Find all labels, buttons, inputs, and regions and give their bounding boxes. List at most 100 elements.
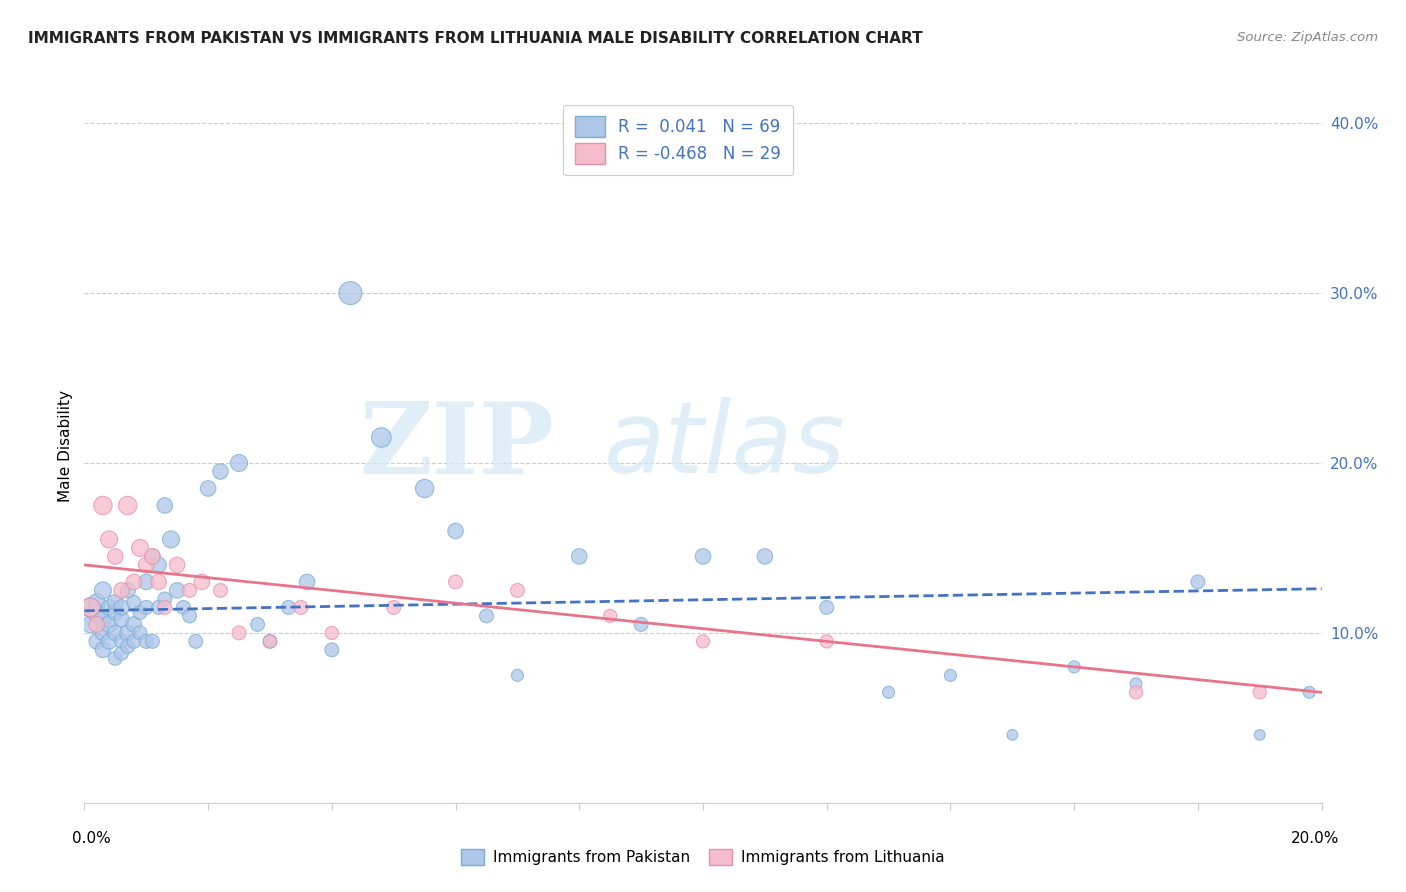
Point <box>110 612 132 626</box>
Point <box>444 524 467 538</box>
Point <box>148 558 170 572</box>
Point <box>117 583 139 598</box>
Point <box>98 634 121 648</box>
Point <box>86 634 108 648</box>
Point <box>141 549 163 564</box>
Point <box>815 634 838 648</box>
Point <box>98 617 121 632</box>
Point <box>179 583 201 598</box>
Point <box>153 600 176 615</box>
Point <box>122 634 145 648</box>
Point <box>1125 677 1147 691</box>
Point <box>160 533 183 547</box>
Point <box>1063 660 1085 674</box>
Text: ZIP: ZIP <box>360 398 554 494</box>
Point <box>339 286 361 301</box>
Text: 20.0%: 20.0% <box>1291 831 1339 846</box>
Point <box>166 583 188 598</box>
Point <box>1001 728 1024 742</box>
Point <box>191 574 214 589</box>
Point <box>1249 728 1271 742</box>
Point <box>79 617 101 632</box>
Point <box>939 668 962 682</box>
Point <box>1125 685 1147 699</box>
Point <box>117 499 139 513</box>
Point <box>184 634 207 648</box>
Point <box>599 608 621 623</box>
Point <box>91 643 114 657</box>
Point <box>135 634 157 648</box>
Point <box>117 626 139 640</box>
Text: IMMIGRANTS FROM PAKISTAN VS IMMIGRANTS FROM LITHUANIA MALE DISABILITY CORRELATIO: IMMIGRANTS FROM PAKISTAN VS IMMIGRANTS F… <box>28 31 922 46</box>
Point <box>290 600 312 615</box>
Point <box>135 574 157 589</box>
Point <box>506 583 529 598</box>
Point <box>135 558 157 572</box>
Point <box>104 549 127 564</box>
Point <box>98 600 121 615</box>
Point <box>246 617 269 632</box>
Y-axis label: Male Disability: Male Disability <box>58 390 73 502</box>
Legend: R =  0.041   N = 69, R = -0.468   N = 29: R = 0.041 N = 69, R = -0.468 N = 29 <box>564 104 793 176</box>
Point <box>122 574 145 589</box>
Point <box>141 549 163 564</box>
Point <box>91 583 114 598</box>
Point <box>91 612 114 626</box>
Point <box>110 634 132 648</box>
Text: Source: ZipAtlas.com: Source: ZipAtlas.com <box>1237 31 1378 45</box>
Text: atlas: atlas <box>605 398 845 494</box>
Text: 0.0%: 0.0% <box>72 831 111 846</box>
Point <box>197 482 219 496</box>
Point <box>815 600 838 615</box>
Point <box>141 634 163 648</box>
Point <box>475 608 498 623</box>
Point <box>172 600 194 615</box>
Point <box>692 549 714 564</box>
Point <box>129 606 152 620</box>
Point <box>1187 574 1209 589</box>
Point <box>79 600 101 615</box>
Point <box>91 499 114 513</box>
Point <box>321 626 343 640</box>
Point <box>110 583 132 598</box>
Point <box>122 595 145 609</box>
Point <box>86 595 108 609</box>
Point <box>1249 685 1271 699</box>
Point <box>413 482 436 496</box>
Point <box>228 626 250 640</box>
Point <box>104 606 127 620</box>
Point <box>129 626 152 640</box>
Point <box>179 608 201 623</box>
Point <box>110 646 132 660</box>
Point <box>104 651 127 665</box>
Point <box>382 600 405 615</box>
Point <box>209 583 232 598</box>
Point <box>91 626 114 640</box>
Point <box>153 591 176 606</box>
Point <box>1298 685 1320 699</box>
Point <box>79 600 101 615</box>
Point <box>129 541 152 555</box>
Point <box>104 626 127 640</box>
Point <box>568 549 591 564</box>
Legend: Immigrants from Pakistan, Immigrants from Lithuania: Immigrants from Pakistan, Immigrants fro… <box>456 843 950 871</box>
Point <box>104 595 127 609</box>
Point <box>370 430 392 444</box>
Point <box>877 685 900 699</box>
Point <box>259 634 281 648</box>
Point <box>148 600 170 615</box>
Point <box>110 600 132 615</box>
Point <box>153 499 176 513</box>
Point <box>444 574 467 589</box>
Point <box>86 606 108 620</box>
Point <box>166 558 188 572</box>
Point <box>122 617 145 632</box>
Point <box>86 617 108 632</box>
Point <box>98 533 121 547</box>
Point <box>506 668 529 682</box>
Point <box>135 600 157 615</box>
Point <box>277 600 299 615</box>
Point <box>321 643 343 657</box>
Point <box>209 465 232 479</box>
Point <box>630 617 652 632</box>
